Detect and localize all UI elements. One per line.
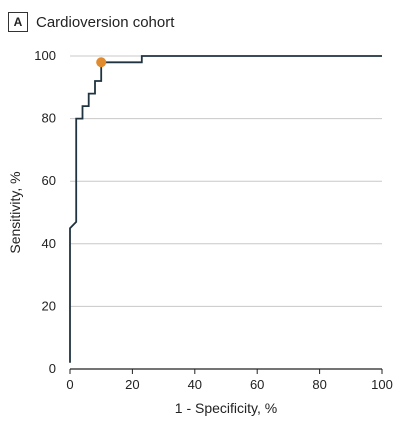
x-tick-label-20: 20 <box>125 377 139 392</box>
y-tick-label-0: 0 <box>49 361 56 376</box>
y-tick-labels: 0 20 40 60 80 100 <box>34 48 56 376</box>
y-axis-label: Sensitivity, % <box>7 171 23 253</box>
series-group <box>69 55 382 363</box>
y-tick-label-40: 40 <box>42 236 56 251</box>
highlight-group <box>96 57 107 68</box>
x-tick-label-80: 80 <box>312 377 326 392</box>
x-tick-label-60: 60 <box>250 377 264 392</box>
y-tick-label-80: 80 <box>42 111 56 126</box>
panel-title: Cardioversion cohort <box>36 13 175 31</box>
x-tick-label-100: 100 <box>371 377 393 392</box>
y-tick-label-100: 100 <box>34 48 56 63</box>
x-tick-label-0: 0 <box>66 377 73 392</box>
y-tick-label-60: 60 <box>42 173 56 188</box>
x-tick-labels: 0 20 40 60 80 100 <box>66 369 393 392</box>
x-tick-label-40: 40 <box>188 377 202 392</box>
panel-header: A Cardioversion cohort <box>8 10 174 34</box>
y-tick-label-20: 20 <box>42 298 56 313</box>
roc-curve-line-0 <box>69 55 382 363</box>
panel-badge: A <box>8 12 28 32</box>
gridlines <box>70 55 382 307</box>
optimal-cutoff-point <box>96 57 107 68</box>
x-axis-label: 1 - Specificity, % <box>175 400 277 416</box>
